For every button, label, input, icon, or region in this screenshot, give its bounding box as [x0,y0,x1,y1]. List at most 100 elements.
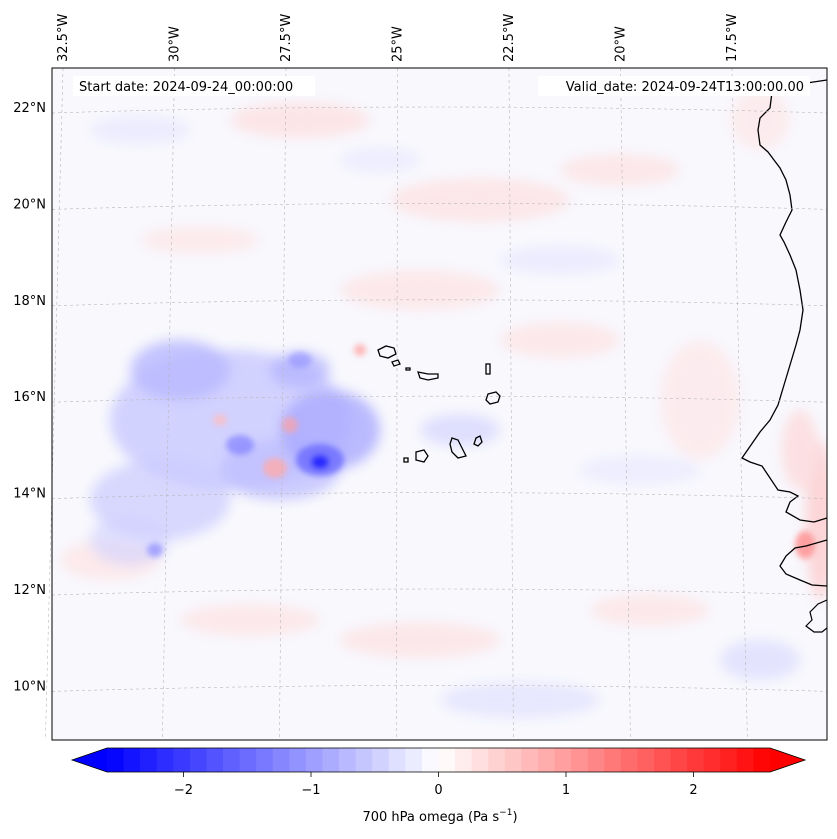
island-sao-vicente [391,359,401,367]
meridian-gridline [45,67,64,741]
colorbar-tick-label: 2 [689,783,697,798]
africa-coastline-south [779,539,827,587]
longitude-tick-label: 27.5°W [279,14,294,62]
longitude-tick-label: 20°W [614,26,629,62]
colorbar-segment [206,748,224,772]
colorbar-segment [488,748,506,772]
latitude-tick-label: 18°N [13,294,46,309]
meridian-gridline [508,67,514,741]
latitude-labels: 22°N 20°N 18°N 16°N 14°N 12°N 10°N [13,101,46,694]
colorbar-segment [223,748,241,772]
colorbar-segment [537,748,556,772]
colorbar-segment [687,748,705,772]
island-maio [473,435,483,447]
longitude-tick-label: 32.5°W [56,14,71,62]
latitude-tick-label: 22°N [13,101,46,116]
bissau-coastline [805,599,827,633]
colorbar-segment [521,748,539,772]
colorbar-tick-label: −1 [301,783,320,798]
ascent-region [90,340,500,565]
latitude-tick-label: 16°N [13,390,46,405]
colorbar-segment [753,748,771,772]
colorbar-segment [571,748,589,772]
descent-spots [213,344,815,559]
colorbar-segment [256,748,274,772]
colorbar-segment [438,748,456,772]
meridian-gridline [279,67,287,741]
colorbar-label: 700 hPa omega (Pa s−1) [362,808,517,825]
latitude-tick-label: 12°N [13,583,46,598]
colorbar-label-close: ) [512,810,517,825]
colorbar: −2 −1 0 1 2 700 hPa omega (Pa s−1) [70,747,807,825]
longitude-tick-label: 17.5°W [725,14,740,62]
colorbar-segment [289,748,307,772]
colorbar-segment [272,748,290,772]
parallel-gridline [51,395,828,403]
colorbar-segment [653,748,672,772]
colorbar-segment [189,748,207,772]
colorbar-segment [604,748,622,772]
parallel-gridline [51,492,828,499]
parallel-gridline [51,588,828,596]
colorbar-segment [720,748,738,772]
valid-date-label: Valid_date: 2024-09-24T13:00:00.00 [566,80,804,95]
parallel-gridline [51,203,828,210]
colorbar-segment [173,748,191,772]
colorbar-segment [339,748,357,772]
start-date-label: Start date: 2024-09-24_00:00:00 [79,80,293,95]
colorbar-tick-label: −2 [174,783,193,798]
valid-date-background [538,76,810,96]
parallel-gridline [51,106,828,114]
island-santiago [449,437,467,459]
colorbar-tick-label: 0 [434,783,442,798]
colorbar-segment [156,748,174,772]
island-sal [485,363,491,375]
island-sao-nicolau [417,371,439,381]
colorbar-outline [70,747,807,773]
map-frame [51,67,828,741]
colorbar-segment [405,748,423,772]
start-date-box: Start date: 2024-09-24_00:00:00 [73,76,315,96]
colorbar-segment [322,748,340,772]
latitude-tick-label: 10°N [13,679,46,694]
colorbar-segment [670,748,688,772]
colorbar-segment [554,748,572,772]
colorbar-segment [471,748,489,772]
colorbar-segment [637,748,655,772]
colorbar-extend-low [72,748,107,772]
colorbar-label-main: 700 hPa omega (Pa s [362,810,499,825]
colorbar-tick-label: 1 [562,783,570,798]
colorbar-segment [587,748,605,772]
colorbar-segment [123,748,141,772]
island-boa-vista [485,391,501,405]
colorbar-segments [107,748,771,772]
island-fogo [415,449,429,463]
colorbar-segment [372,748,390,772]
colorbar-segment [355,748,373,772]
colorbar-segment [305,748,323,772]
colorbar-segment [388,748,406,772]
longitude-tick-label: 22.5°W [502,14,517,62]
colorbar-segment [455,748,473,772]
colorbar-ticks: −2 −1 0 1 2 [174,772,698,798]
longitude-tick-label: 30°W [168,26,183,62]
longitude-tick-label: 25°W [391,26,406,62]
colorbar-segment [421,748,439,772]
colorbar-extend-high [770,748,805,772]
meridian-gridline [620,67,631,741]
parallel-gridline [51,299,828,307]
island-santo-antao [377,345,397,359]
colorbar-segment [736,748,754,772]
colorbar-segment [504,748,522,772]
start-date-background [73,76,315,96]
ascent-core [147,352,344,557]
meridian-gridline [731,67,748,741]
latitude-tick-label: 20°N [13,197,46,212]
island-brava [403,457,409,463]
valid-date-box: Valid_date: 2024-09-24T13:00:00.00 [538,76,810,96]
meridian-gridline [396,67,398,741]
meridian-gridline [162,67,175,741]
africa-coastline [741,79,827,523]
gridlines [45,67,828,741]
